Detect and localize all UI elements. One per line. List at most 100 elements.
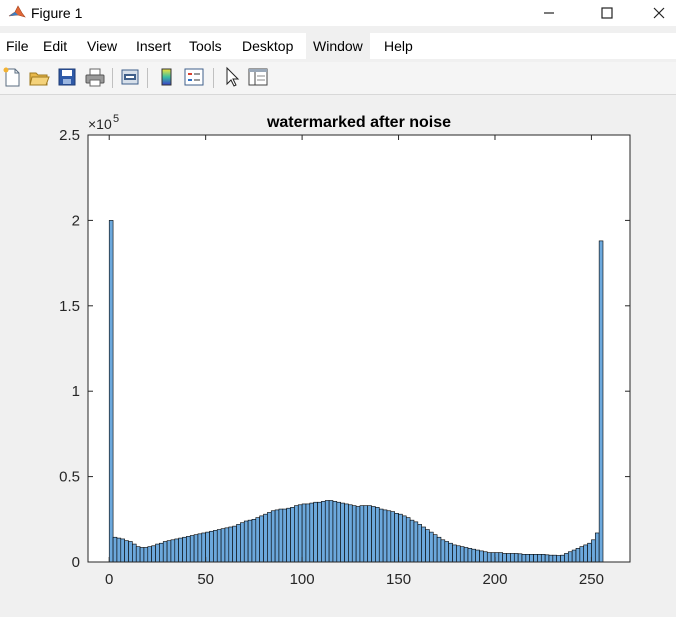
menu-window[interactable]: Window xyxy=(306,33,370,59)
histogram-bar xyxy=(456,545,461,563)
matlab-logo-icon xyxy=(8,5,26,18)
figure-toolbar xyxy=(0,62,676,95)
y-tick-label: 2.5 xyxy=(59,127,80,144)
histogram-bar xyxy=(139,547,145,563)
y-tick-label: 1 xyxy=(72,383,80,400)
histogram-bar xyxy=(363,505,368,563)
histogram-bar xyxy=(502,553,507,563)
x-tick-label: 0 xyxy=(105,571,113,588)
histogram-bar xyxy=(259,515,264,563)
histogram-bar xyxy=(135,546,141,563)
histogram-bar xyxy=(344,503,349,563)
histogram-bar xyxy=(575,548,581,563)
histogram-bar xyxy=(263,513,268,563)
histogram-bar xyxy=(448,542,453,563)
new-figure-icon[interactable] xyxy=(1,66,23,88)
y-exponent-power: 5 xyxy=(113,113,119,125)
histogram-bar xyxy=(274,509,280,563)
open-file-icon[interactable] xyxy=(28,66,50,88)
maximize-button[interactable] xyxy=(584,0,630,26)
histogram-bar xyxy=(436,536,442,563)
histogram-bar xyxy=(417,524,422,563)
histogram-bar xyxy=(224,527,230,563)
histogram-bar xyxy=(240,522,245,563)
histogram-bar xyxy=(529,554,534,563)
menu-insert[interactable]: Insert xyxy=(136,38,172,54)
histogram-bar xyxy=(594,532,600,563)
menu-help[interactable]: Help xyxy=(384,38,413,54)
histogram-bar xyxy=(371,506,376,563)
colorbar-icon[interactable] xyxy=(156,66,178,88)
histogram-bar xyxy=(321,501,326,563)
minimize-button[interactable] xyxy=(526,0,572,26)
histogram-bar xyxy=(359,505,365,563)
histogram-bar xyxy=(556,555,561,563)
histogram-bar xyxy=(278,508,284,563)
y-tick-label: 0.5 xyxy=(59,469,80,486)
histogram-bar xyxy=(108,220,114,563)
histogram-bar xyxy=(483,551,488,563)
title-bar: Figure 1 xyxy=(0,0,676,26)
histogram-bar xyxy=(498,552,503,563)
histogram-bar xyxy=(537,554,542,563)
menu-view[interactable]: View xyxy=(87,38,118,54)
close-button[interactable] xyxy=(642,0,676,26)
histogram-bar xyxy=(309,502,314,563)
histogram-bar xyxy=(506,553,511,563)
histogram-bar xyxy=(533,554,538,563)
histogram-bar xyxy=(324,500,330,563)
histogram-bar xyxy=(232,525,237,563)
menu-file[interactable]: File xyxy=(6,38,29,54)
histogram-bar xyxy=(112,536,118,563)
histogram-bar xyxy=(151,545,156,563)
print-preview-icon[interactable] xyxy=(119,66,141,88)
save-icon[interactable] xyxy=(56,66,78,88)
histogram-bar xyxy=(216,529,222,563)
histogram-bar xyxy=(116,537,122,563)
histogram-bar xyxy=(421,526,426,563)
histogram-bar xyxy=(560,554,565,563)
histogram-bar xyxy=(120,538,125,563)
histogram-bar xyxy=(432,534,438,563)
histogram-bar xyxy=(340,502,345,563)
histogram-bar xyxy=(440,539,446,563)
histogram-bar xyxy=(510,553,515,563)
axes-background xyxy=(88,135,630,562)
toolbar-separator xyxy=(213,68,214,88)
histogram-bar xyxy=(405,517,411,563)
histogram-bar xyxy=(564,553,569,563)
histogram-bar xyxy=(486,552,492,563)
histogram-bar xyxy=(170,539,176,563)
histogram-bar xyxy=(162,541,168,563)
histogram-bar xyxy=(552,554,558,563)
histogram-bar xyxy=(382,509,388,563)
histogram-bar xyxy=(429,531,434,563)
histogram-bar xyxy=(567,551,573,563)
histogram-bar xyxy=(336,501,341,563)
histogram-bar xyxy=(166,540,172,563)
histogram-bar xyxy=(598,240,604,563)
x-tick-label: 200 xyxy=(482,571,507,588)
y-exponent-label: ×10 xyxy=(88,116,112,132)
histogram-bar xyxy=(286,507,291,563)
histogram-bar xyxy=(301,503,307,563)
histogram-bar xyxy=(513,553,519,563)
maximize-icon xyxy=(601,7,613,19)
histogram-bar xyxy=(155,543,160,563)
print-icon[interactable] xyxy=(84,66,106,88)
menu-edit[interactable]: Edit xyxy=(43,38,68,54)
select-arrow-icon[interactable] xyxy=(221,66,243,88)
window-title: Figure 1 xyxy=(31,5,83,21)
menu-tools[interactable]: Tools xyxy=(189,38,222,54)
histogram-bar xyxy=(467,548,473,563)
histogram-bar xyxy=(540,554,546,563)
histogram-bar xyxy=(375,507,380,563)
histogram-bar xyxy=(297,504,303,563)
property-inspector-icon[interactable] xyxy=(247,66,269,88)
histogram-bar xyxy=(186,536,191,563)
legend-icon[interactable] xyxy=(183,66,205,88)
histogram-bar xyxy=(463,547,469,563)
menu-desktop[interactable]: Desktop xyxy=(242,38,294,54)
figure-canvas: 0 50 100 150 200 250 0 0.5 1 1.5 2 2.5 watermarked … xyxy=(0,95,676,612)
histogram-bar xyxy=(459,546,465,563)
